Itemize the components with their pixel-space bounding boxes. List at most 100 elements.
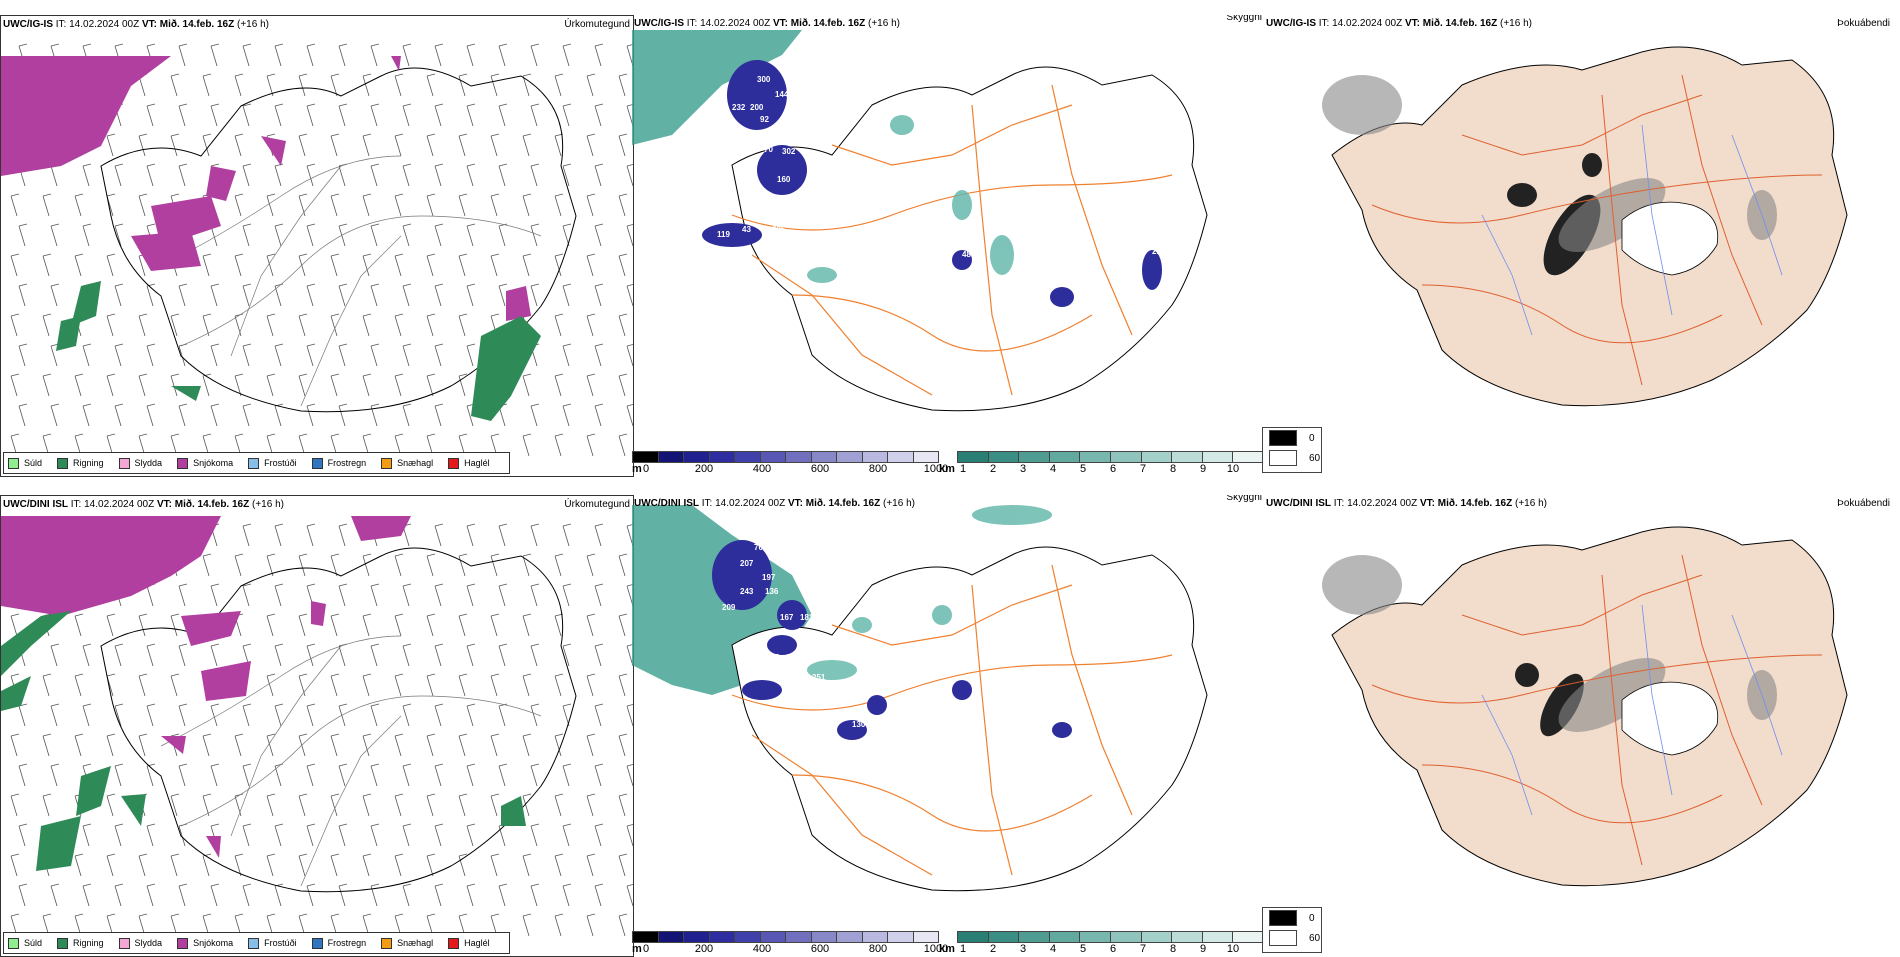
legend-swatch bbox=[448, 457, 460, 469]
legend-label: Snæhagl bbox=[397, 938, 434, 948]
km-tick-label: 3 bbox=[1019, 943, 1027, 955]
m-unit: m bbox=[632, 943, 642, 955]
km-tick-label: 6 bbox=[1109, 943, 1117, 955]
precip-value-label: 87 bbox=[770, 653, 779, 662]
legend-swatch bbox=[57, 937, 69, 949]
legend-swatch bbox=[118, 457, 130, 469]
vt-label: VT: bbox=[1404, 18, 1420, 29]
km-tick-label: 7 bbox=[1139, 943, 1147, 955]
legend-label: Frostúði bbox=[264, 458, 297, 468]
km-tick-label: 7 bbox=[1139, 463, 1147, 475]
fog-panel: UWC/IG-IS IT: 14.02.2024 00Z VT: Mið. 14… bbox=[1262, 15, 1900, 475]
legend-item: Snjókoma bbox=[177, 457, 233, 469]
precip-type-title: Úrkomutegund bbox=[564, 499, 630, 510]
km-unit: km bbox=[939, 943, 955, 955]
visibility-panel: UWC/DINI ISL IT: 14.02.2024 00Z VT: Mið.… bbox=[632, 495, 1262, 955]
vt-label: VT: bbox=[141, 19, 157, 30]
legend-swatch bbox=[311, 937, 323, 949]
precip-value-label: 139 bbox=[1032, 285, 1046, 294]
km-tick-label: 9 bbox=[1199, 463, 1207, 475]
it-value: 14.02.2024 00Z bbox=[1347, 498, 1418, 509]
it-label: IT: bbox=[686, 18, 698, 29]
it-label: IT: bbox=[55, 19, 67, 30]
km-ticks: 1 2 3 4 5 6 7 8 9 10 bbox=[957, 943, 1262, 955]
precip-value-label: 300 bbox=[757, 75, 771, 84]
legend-item: Frostregn bbox=[311, 457, 366, 469]
m-tick-label: 600 bbox=[810, 943, 830, 955]
precip-value-label: 232 bbox=[732, 103, 746, 112]
legend-item: Haglél bbox=[448, 937, 490, 949]
model-name: UWC/DINI ISL bbox=[634, 498, 699, 509]
it-label: IT: bbox=[701, 498, 713, 509]
legend-label: Slydda bbox=[134, 458, 163, 468]
legend-label: Súld bbox=[24, 458, 43, 468]
lead-time: (+16 h) bbox=[868, 18, 900, 29]
legend-swatch bbox=[177, 457, 189, 469]
forecast-row-2: UWC/DINI ISL IT: 14.02.2024 00Z VT: Mið.… bbox=[0, 495, 1900, 957]
model-name: UWC/IG-IS bbox=[3, 19, 53, 30]
legend-swatch bbox=[311, 457, 323, 469]
it-label: IT: bbox=[1333, 498, 1345, 509]
visibility-title: Skyggni bbox=[1226, 15, 1262, 23]
legend-item: Súld bbox=[8, 937, 42, 949]
m-ticks: 0 200 400 600 800 1000 bbox=[632, 943, 948, 955]
km-unit: km bbox=[939, 463, 955, 475]
it-value: 14.02.2024 00Z bbox=[700, 18, 771, 29]
legend-item: Snjókoma bbox=[177, 937, 234, 949]
m-colorbar bbox=[632, 931, 939, 943]
m-tick-label: 0 bbox=[642, 943, 650, 955]
precip-value-label: 181 bbox=[800, 613, 814, 622]
legend-label: Haglél bbox=[464, 458, 490, 468]
legend-item: Rigning bbox=[57, 937, 104, 949]
legend-item: Súld bbox=[8, 457, 43, 469]
precip-value-label: 200 bbox=[750, 103, 764, 112]
forecast-row-1: UWC/IG-IS IT: 14.02.2024 00Z VT: Mið. 14… bbox=[0, 15, 1900, 477]
it-value: 14.02.2024 00Z bbox=[1332, 18, 1403, 29]
legend-label: Snjókoma bbox=[193, 938, 234, 948]
vt-label: VT: bbox=[156, 499, 172, 510]
precip-type-panel: UWC/IG-IS IT: 14.02.2024 00Z VT: Mið. 14… bbox=[0, 15, 634, 477]
panel-header-2: UWC/IG-IS IT: 14.02.2024 00Z VT: Mið. 14… bbox=[634, 18, 900, 30]
fog-legend-max: 60 bbox=[1309, 452, 1321, 464]
m-tick-label: 200 bbox=[694, 943, 714, 955]
it-label: IT: bbox=[1318, 18, 1330, 29]
vt-value: Mið. 14.feb. 16Z bbox=[159, 19, 235, 30]
precip-type-legend: Súld Rigning Slydda Snjókoma Frostúði Frostre… bbox=[3, 452, 510, 474]
vt-value: Mið. 14.feb. 16Z bbox=[174, 499, 250, 510]
km-ticks: 1 2 3 4 5 6 7 8 9 10 bbox=[957, 463, 1262, 475]
lead-time: (+16 h) bbox=[252, 499, 284, 510]
km-tick-label: 2 bbox=[989, 943, 997, 955]
m-tick-label: 400 bbox=[752, 943, 772, 955]
precip-value-label: 167 bbox=[780, 613, 794, 622]
fog-title: Þokuábendi bbox=[1837, 498, 1890, 509]
legend-swatch bbox=[8, 937, 19, 949]
precip-value-label: 136 bbox=[765, 587, 779, 596]
it-value: 14.02.2024 00Z bbox=[69, 19, 140, 30]
km-tick-label: 1 bbox=[959, 943, 967, 955]
it-value: 14.02.2024 00Z bbox=[84, 499, 155, 510]
legend-label: Rigning bbox=[73, 458, 104, 468]
precip-value-label: 707 bbox=[754, 543, 768, 552]
precip-value-label: 280 bbox=[800, 633, 814, 642]
m-tick-label: 800 bbox=[868, 943, 888, 955]
legend-label: Haglél bbox=[464, 938, 490, 948]
legend-item: Snæhagl bbox=[381, 457, 434, 469]
km-tick-label: 8 bbox=[1169, 943, 1177, 955]
precip-value-label: 243 bbox=[740, 587, 754, 596]
km-tick-label: 4 bbox=[1049, 943, 1057, 955]
km-tick-label: 10 bbox=[1226, 463, 1240, 475]
panel-header-2: UWC/DINI ISL IT: 14.02.2024 00Z VT: Mið.… bbox=[634, 498, 915, 510]
km-tick-label: 4 bbox=[1049, 463, 1057, 475]
legend-label: Snæhagl bbox=[397, 458, 434, 468]
m-unit: m bbox=[632, 463, 642, 475]
legend-item: Slydda bbox=[118, 937, 162, 949]
fog-legend-min: 0 bbox=[1309, 912, 1315, 924]
legend-swatch bbox=[448, 937, 460, 949]
m-tick-label: 200 bbox=[694, 463, 714, 475]
legend-item: Snæhagl bbox=[381, 937, 434, 949]
precip-value-label: 78 bbox=[787, 653, 796, 662]
lead-time: (+16 h) bbox=[237, 19, 269, 30]
panel-header-3: UWC/DINI ISL IT: 14.02.2024 00Z VT: Mið.… bbox=[1266, 498, 1547, 510]
legend-item: Frostregn bbox=[311, 937, 366, 949]
precip-value-label: 197 bbox=[762, 573, 776, 582]
